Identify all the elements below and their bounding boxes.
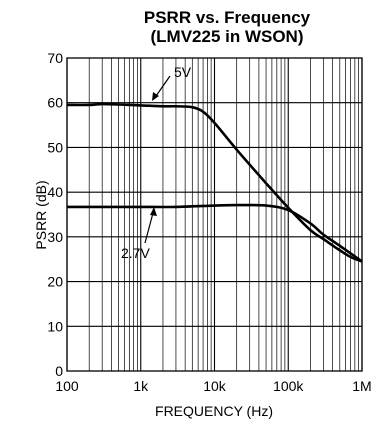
y-axis-label: PSRR (dB)	[33, 180, 49, 249]
chart-title: PSRR vs. Frequency	[144, 8, 311, 27]
x-tick-label: 10k	[203, 378, 227, 394]
chart-subtitle: (LMV225 in WSON)	[150, 27, 303, 46]
series-annotation-2v7: 2.7V	[121, 207, 157, 261]
series-annotation-5v: 5V	[152, 64, 192, 101]
y-tick-label: 40	[47, 184, 63, 200]
y-tick-label: 0	[55, 363, 63, 379]
series-line-5v	[66, 102, 363, 263]
plot-frame	[66, 57, 363, 372]
y-tick-label: 10	[47, 318, 63, 334]
series-group	[66, 102, 363, 263]
series-arrow-2v7	[144, 212, 154, 244]
x-tick-label: 100k	[273, 378, 304, 394]
arrowhead-2v7	[150, 207, 157, 216]
series-line-2v7	[66, 203, 363, 263]
y-tick-labels: 0 10 20 30 40 50 60 70	[47, 50, 63, 379]
x-tick-label: 1M	[352, 378, 371, 394]
x-axis-label: FREQUENCY (Hz)	[155, 403, 273, 419]
y-tick-label: 60	[47, 95, 63, 111]
y-tick-label: 50	[47, 139, 63, 155]
y-tick-label: 20	[47, 274, 63, 290]
x-tick-labels: 100 1k 10k 100k 1M	[55, 378, 371, 394]
series-label-5v: 5V	[174, 64, 192, 80]
arrowhead-5v	[152, 92, 159, 101]
y-tick-label: 30	[47, 229, 63, 245]
series-label-2v7: 2.7V	[121, 245, 150, 261]
y-tick-label: 70	[47, 50, 63, 66]
minor-grid	[88, 58, 359, 371]
series-arrow-5v	[155, 75, 171, 97]
x-tick-label: 1k	[133, 378, 149, 394]
x-tick-label: 100	[55, 378, 79, 394]
